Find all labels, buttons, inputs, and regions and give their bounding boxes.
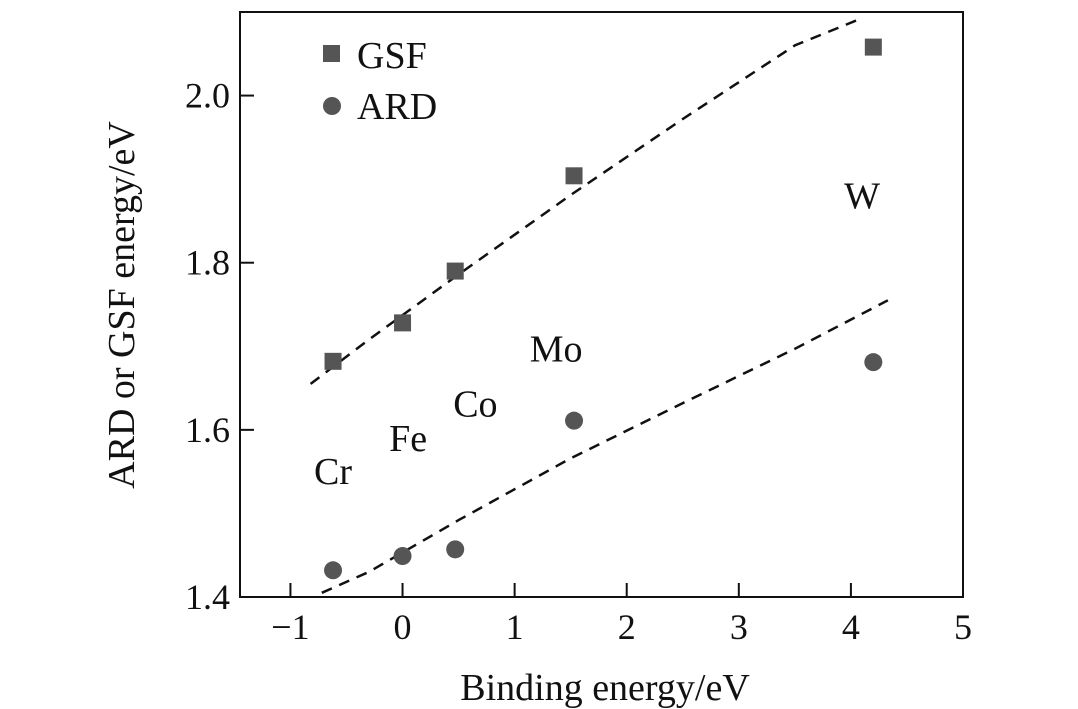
legend-ard-marker	[323, 97, 341, 115]
y-tick-label: 1.4	[185, 577, 230, 617]
axes: −1 0 1 2 3 4 5 1.4 1.6 1.8 2.0	[185, 11, 972, 647]
point-label-mo: Mo	[530, 328, 583, 370]
data-point-gsf	[446, 262, 464, 280]
data-point-gsf	[324, 352, 342, 370]
x-tick-label: 1	[506, 607, 524, 647]
y-tick-label: 1.6	[185, 410, 230, 450]
x-tick-label: 4	[842, 607, 860, 647]
x-axis-title: Binding energy/eV	[460, 667, 750, 709]
data-point-gsf	[565, 167, 583, 185]
point-label-w: W	[844, 175, 880, 217]
data-point-gsf	[394, 314, 412, 332]
plot-frame	[239, 11, 964, 598]
trend-line-ard	[321, 299, 889, 594]
trend-line-gsf	[309, 19, 857, 385]
y-axis-title: ARD or GSF energy/eV	[101, 121, 143, 489]
point-label-cr: Cr	[314, 451, 352, 493]
x-tick-label: −1	[271, 607, 309, 647]
data-point-ard	[565, 411, 584, 430]
data-point-ard	[393, 547, 412, 566]
x-tick-label: 2	[618, 607, 636, 647]
x-tick-label: 0	[394, 607, 412, 647]
data-points	[324, 38, 883, 580]
trend-lines	[309, 19, 889, 594]
y-tick-label: 2.0	[185, 76, 230, 116]
data-point-ard	[864, 353, 883, 372]
x-tick-label: 5	[954, 607, 972, 647]
data-point-ard	[324, 561, 343, 580]
legend-ard-label: ARD	[357, 86, 437, 128]
data-point-ard	[446, 540, 465, 559]
x-tick-label: 3	[730, 607, 748, 647]
legend: GSF ARD	[323, 35, 437, 128]
point-label-co: Co	[453, 383, 497, 425]
y-tick-label: 1.8	[185, 243, 230, 283]
legend-gsf-marker	[323, 45, 340, 62]
point-labels: Cr Fe Co Mo W	[314, 175, 880, 493]
legend-gsf-label: GSF	[357, 35, 427, 77]
point-label-fe: Fe	[389, 418, 427, 460]
data-point-gsf	[864, 38, 882, 56]
